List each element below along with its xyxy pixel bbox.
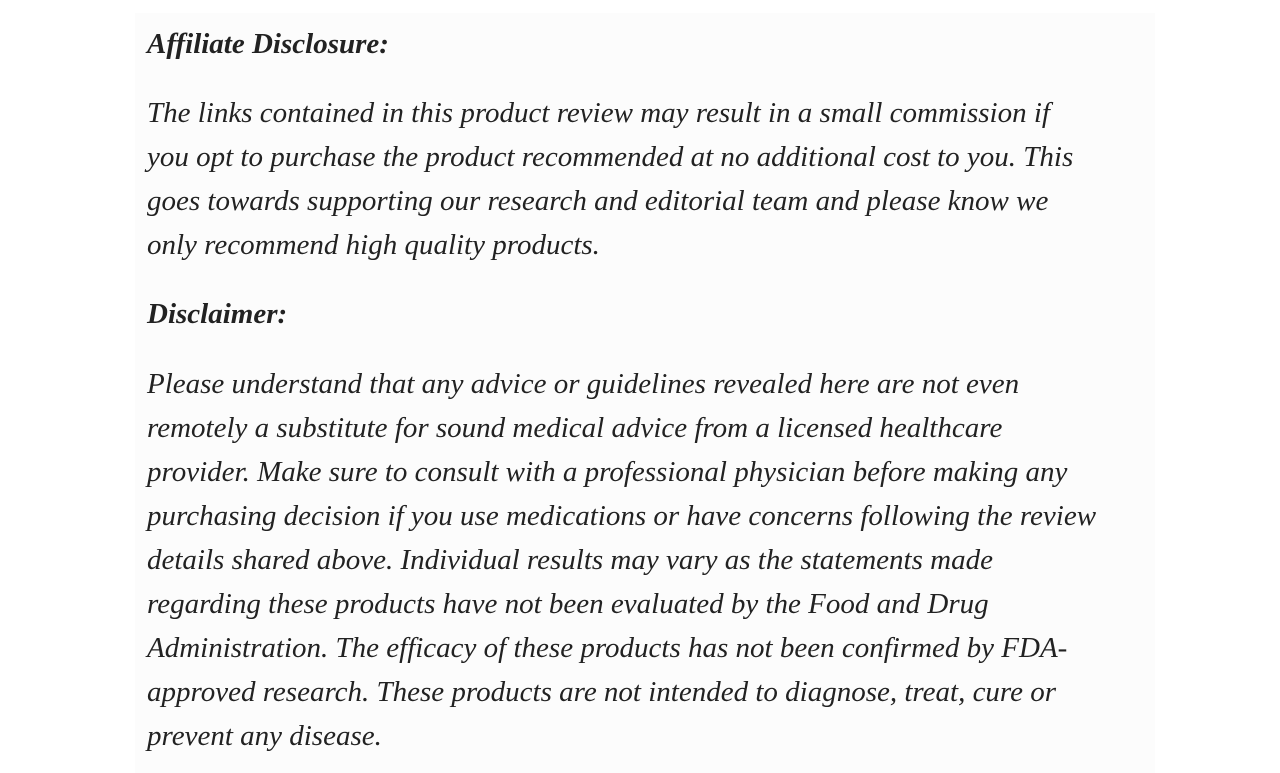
disclaimer-heading: Disclaimer: [147, 298, 288, 330]
disclaimer-text: Please understand that any advice or gui… [147, 368, 1097, 752]
affiliate-disclosure-text: The links contained in this product revi… [147, 97, 1074, 261]
content-card [135, 13, 1155, 773]
affiliate-disclosure-heading: Affiliate Disclosure: [147, 28, 389, 60]
disclosure-section: Affiliate Disclosure: The links containe… [147, 22, 1096, 758]
